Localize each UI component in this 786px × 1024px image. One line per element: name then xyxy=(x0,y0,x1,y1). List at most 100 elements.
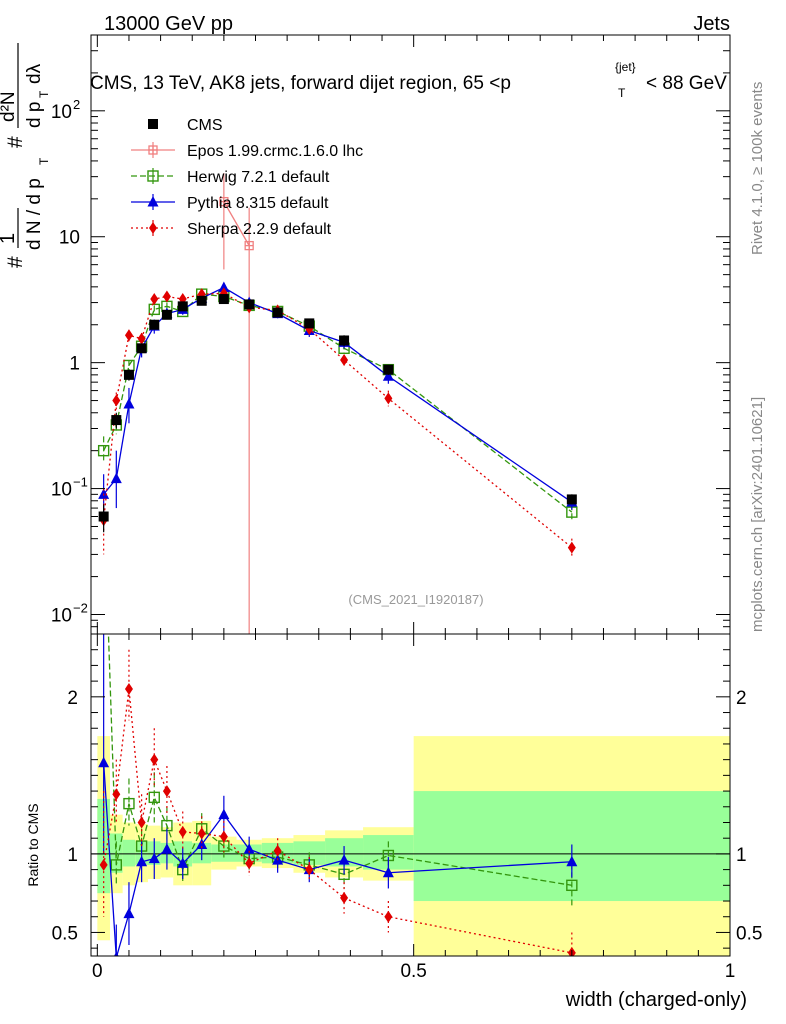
cms-point xyxy=(566,494,577,505)
sherpa-ratio-point xyxy=(384,910,393,923)
pythia-point-shape xyxy=(382,370,394,381)
pythia-point xyxy=(382,370,394,381)
sherpa-ratio-point xyxy=(197,827,206,840)
herwig-ratio-point xyxy=(123,797,135,810)
cms-point-shape xyxy=(98,511,109,522)
ratio-uncertainty-bands xyxy=(97,736,730,956)
herwig-ratio-point-shape xyxy=(123,797,135,810)
sherpa-ratio-point-shape xyxy=(99,858,108,871)
pythia-ratio-point-shape xyxy=(98,756,110,768)
cms-point-shape xyxy=(123,369,134,380)
sherpa-ratio-point-shape xyxy=(340,891,349,904)
pythia-ratio-point-shape xyxy=(123,907,135,919)
sherpa-ratio-point xyxy=(273,844,282,857)
herwig-ratio-point-shape xyxy=(148,791,160,804)
y-tick-label: 1 xyxy=(69,354,80,375)
cms-point xyxy=(111,415,122,426)
sherpa-ratio-point-shape xyxy=(124,682,133,695)
herwig-ratio-point xyxy=(566,879,578,892)
cms-point-shape xyxy=(272,307,283,318)
ratio-tick-label-right: 1 xyxy=(736,845,747,866)
sherpa-point-shape xyxy=(124,329,133,342)
pythia-ratio-point-shape xyxy=(161,843,173,854)
pythia-ratio-point xyxy=(218,808,230,820)
cms-point-shape xyxy=(339,335,350,346)
sherpa-point xyxy=(124,329,133,342)
sherpa-ratio-point-shape xyxy=(197,827,206,840)
y-label-dn: d N / d p xyxy=(24,178,45,250)
herwig-legend-marker-shape xyxy=(147,170,159,182)
cms-point-shape xyxy=(218,294,229,305)
ratio-panel xyxy=(91,634,730,956)
sherpa-point xyxy=(137,332,146,345)
y-axis-label: # 1 d N / d p T # d²N d p T dλ xyxy=(0,43,51,268)
ratio-tick-label: 0.5 xyxy=(52,923,78,944)
title-main: CMS, 13 TeV, AK8 jets, forward dijet reg… xyxy=(90,73,511,94)
pythia-ratio-point xyxy=(177,857,189,868)
sherpa-series-line xyxy=(103,292,573,549)
cms-point-shape xyxy=(304,318,315,329)
sherpa-point-shape xyxy=(340,353,349,366)
pythia-ratio-point xyxy=(196,838,208,849)
pythia-ratio-point xyxy=(98,756,110,768)
pythia-ratio-point xyxy=(136,855,148,867)
ratio-tick-label-right: 0.5 xyxy=(736,923,762,944)
cms-point-shape xyxy=(244,299,255,310)
herwig-point xyxy=(97,444,110,457)
sherpa-ratio-point xyxy=(340,891,349,904)
x-tick-label: 0.5 xyxy=(400,961,426,982)
sherpa-ratio-point xyxy=(245,857,254,870)
pythia-ratio-point xyxy=(161,843,173,854)
y-label-hash2: # xyxy=(4,136,27,148)
y-tick-exponent: 2 xyxy=(73,97,80,112)
cms-point-shape xyxy=(383,364,394,375)
y-tick-label: 10 xyxy=(51,480,72,501)
x-tick-label: 1 xyxy=(725,961,736,982)
sherpa-ratio-point xyxy=(150,753,159,766)
ratio-tick-label: 2 xyxy=(67,688,78,709)
cms-legend-marker xyxy=(148,119,158,129)
y-tick-label: 10 xyxy=(51,102,72,123)
pythia-ratio-point-shape xyxy=(136,855,148,867)
cms-point-shape xyxy=(149,319,160,330)
y-label-dlambda: dλ xyxy=(24,63,45,84)
sherpa-point xyxy=(340,353,349,366)
cms-point xyxy=(272,307,283,318)
herwig-ratio-point-shape xyxy=(110,859,123,871)
herwig-ratio-point xyxy=(148,791,160,804)
herwig-legend-label: Herwig 7.2.1 default xyxy=(187,169,330,186)
y-tick-label: 10 xyxy=(59,228,80,249)
herwig-legend-marker xyxy=(147,170,159,182)
pythia-ratio-point-shape xyxy=(148,852,160,864)
cms-point xyxy=(218,294,229,305)
pythia-point xyxy=(218,281,230,293)
epos-point xyxy=(244,240,254,251)
y-label-hash1: # xyxy=(4,256,27,268)
cms-point-shape xyxy=(566,494,577,505)
sherpa-ratio-point-shape xyxy=(112,788,121,801)
ratio-tick-label-right: 2 xyxy=(736,688,747,709)
sherpa-point xyxy=(384,392,393,405)
pythia-ratio-point xyxy=(382,866,394,878)
y-label-dpt: d p xyxy=(24,102,45,128)
cms-point xyxy=(123,369,134,380)
cms-point xyxy=(244,299,255,310)
sherpa-point xyxy=(567,541,576,554)
sherpa-point-shape xyxy=(567,541,576,554)
pythia-series-line xyxy=(103,286,573,503)
pythia-ratio-point xyxy=(123,907,135,919)
y-label-d2n: d²N xyxy=(0,91,19,122)
pythia-ratio-point-shape xyxy=(218,808,230,820)
herwig-point-shape xyxy=(97,444,110,457)
sherpa-ratio-point-shape xyxy=(178,825,187,838)
pythia-ratio-point xyxy=(243,843,255,854)
cms-legend-label: CMS xyxy=(187,117,223,134)
sherpa-point xyxy=(150,293,159,306)
epos-legend-marker xyxy=(148,145,158,155)
pythia-ratio-point-shape xyxy=(338,854,350,865)
pythia-point-shape xyxy=(110,472,122,484)
sherpa-point-shape xyxy=(137,332,146,345)
ratio-tick-label: 1 xyxy=(67,845,78,866)
x-axis-label: width (charged-only) xyxy=(565,989,747,1011)
sherpa-ratio-point xyxy=(124,682,133,695)
